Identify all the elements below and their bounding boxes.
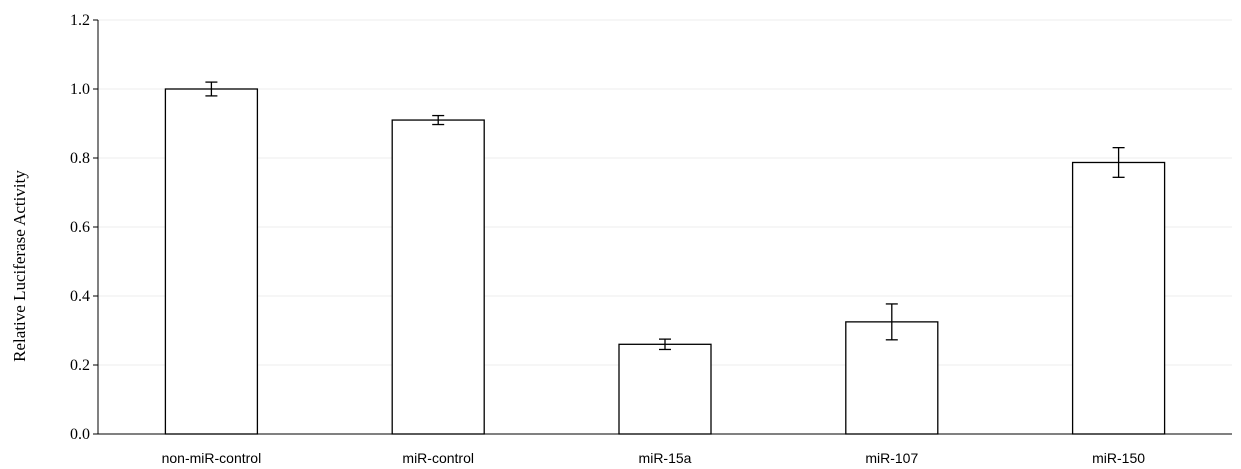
bar-miR-150 [1071, 161, 1166, 435]
bars [164, 88, 1166, 435]
y-tick-label: 0.2 [70, 357, 90, 374]
error-bars [205, 81, 1125, 351]
bar-miR-control [391, 119, 485, 435]
gridlines [98, 19, 1232, 366]
y-tick-label: 0.4 [70, 288, 90, 305]
y-tick-label: 1.2 [70, 12, 90, 29]
y-tick-label: 1.0 [70, 81, 90, 98]
x-tick-labels: non-miR-control miR-control miR-15a miR-107… [162, 450, 1146, 466]
y-axis-label: Relative Luciferase Activity [10, 170, 29, 362]
y-tick-label: 0.0 [70, 426, 90, 443]
x-tick-label: miR-107 [865, 450, 918, 466]
bar-non-miR-control [164, 88, 259, 435]
x-tick-label: non-miR-control [162, 450, 262, 466]
axes [93, 19, 1232, 435]
bar-miR-15a [618, 343, 712, 435]
x-tick-label: miR-15a [639, 450, 692, 466]
x-tick-label: miR-control [402, 450, 474, 466]
y-tick-labels: 0.0 0.2 0.4 0.6 0.8 1.0 1.2 [70, 12, 90, 443]
x-tick-label: miR-150 [1092, 450, 1145, 466]
y-tick-label: 0.6 [70, 219, 90, 236]
y-tick-label: 0.8 [70, 150, 90, 167]
